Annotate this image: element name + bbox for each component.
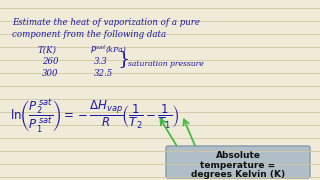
Text: 300: 300 bbox=[42, 69, 59, 78]
Text: $\ln\!\left(\dfrac{P_2^{\,sat}}{P_1^{\,sat}}\right) = -\dfrac{\Delta H_{vap}}{R}: $\ln\!\left(\dfrac{P_2^{\,sat}}{P_1^{\,s… bbox=[10, 98, 180, 136]
Text: degrees Kelvin (K): degrees Kelvin (K) bbox=[191, 170, 285, 179]
Text: 32.5: 32.5 bbox=[94, 69, 113, 78]
Text: saturation pressure: saturation pressure bbox=[128, 60, 204, 68]
Text: $P^{sat}$: $P^{sat}$ bbox=[90, 44, 107, 56]
Text: temperature =: temperature = bbox=[200, 161, 276, 170]
Text: Absolute: Absolute bbox=[215, 151, 260, 160]
Text: (kPa): (kPa) bbox=[106, 46, 127, 54]
Text: 3.3: 3.3 bbox=[94, 57, 108, 66]
Text: component from the following data: component from the following data bbox=[12, 30, 166, 39]
Text: }: } bbox=[118, 50, 130, 68]
Text: Estimate the heat of vaporization of a pure: Estimate the heat of vaporization of a p… bbox=[12, 18, 200, 27]
Text: 260: 260 bbox=[42, 57, 59, 66]
Text: T(K): T(K) bbox=[38, 46, 57, 55]
FancyBboxPatch shape bbox=[166, 146, 310, 178]
